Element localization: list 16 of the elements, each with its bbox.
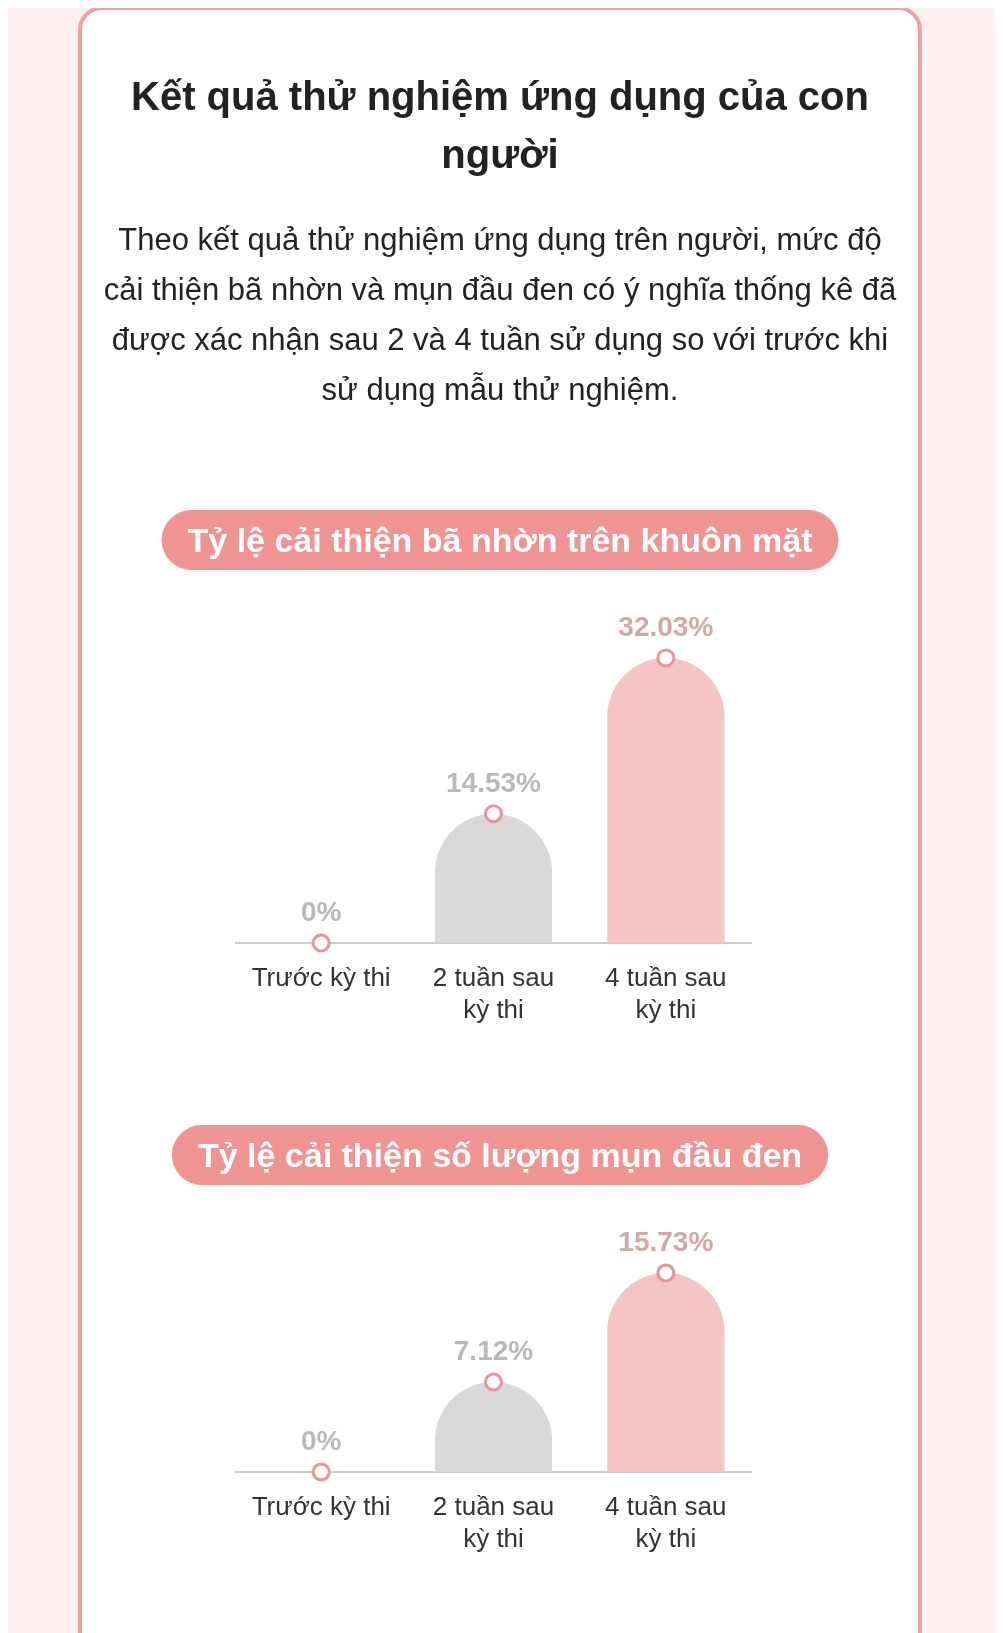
data-label: 0%	[300, 896, 342, 927]
data-label: 14.53%	[446, 766, 542, 798]
data-label: 7.12%	[453, 1334, 534, 1366]
x-tick-label: 2 tuần sau kỳ thi	[432, 962, 555, 1024]
data-label: 0%	[300, 1425, 342, 1456]
chart-title: Tỷ lệ cải thiện bã nhờn trên khuôn mặt	[187, 521, 813, 559]
data-label: 32.03%	[618, 611, 714, 642]
x-tick-label: 4 tuần sau kỳ thi	[605, 1491, 727, 1553]
x-tick-label: Trước kỳ thi	[251, 962, 391, 992]
text: Kết quả thử nghiệm ứng dụng của con người	[131, 74, 869, 176]
data-label: 15.73%	[618, 1226, 714, 1257]
x-tick-label: 4 tuần sau kỳ thi	[605, 962, 727, 1024]
x-tick-label: 2 tuần sau kỳ thi	[432, 1491, 555, 1553]
chart-title: Tỷ lệ cải thiện số lượng mụn đầu đen	[197, 1136, 803, 1174]
text: Theo kết quả thử nghiệm ứng dụng trên người, mức độ cải thiện bã nhờn và mụn đầu đen có ý nghĩa thống kê đã được xác nhận sau 2 và 4 tuần sử dụng so với trước khi sử dụng mẫu thử nghiệm.	[103, 222, 897, 407]
x-tick-label: Trước kỳ thi	[251, 1491, 391, 1521]
